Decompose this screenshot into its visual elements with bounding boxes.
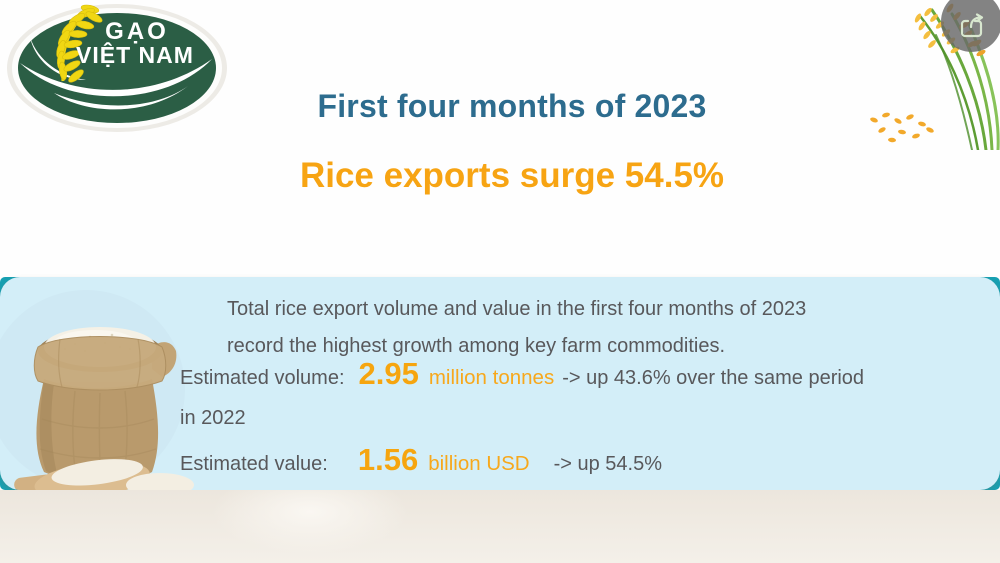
- intro-line-1: Total rice export volume and value in th…: [227, 298, 807, 320]
- logo-word-vietnam: VIỆT NAM: [76, 41, 194, 68]
- estimated-volume-row: Estimated volume: 2.95 million tonnes -> up…: [180, 354, 995, 438]
- loose-grains: [870, 112, 934, 143]
- value-note: -> up 54.5%: [553, 453, 663, 475]
- value-value: 1.56: [357, 442, 419, 477]
- share-icon: [960, 12, 983, 37]
- page-title: First four months of 2023: [317, 88, 707, 124]
- summary-panel-wrap: Total rice export volume and value in th…: [0, 277, 1000, 490]
- value-label: Estimated value:: [180, 453, 328, 475]
- volume-value: 2.95: [358, 356, 419, 391]
- intro-line-2: record the highest growth among key farm…: [227, 335, 725, 357]
- volume-note-line2: in 2022: [180, 407, 246, 429]
- volume-label: Estimated volume:: [180, 367, 345, 389]
- value-unit: billion USD: [428, 452, 530, 475]
- logo-word-gao: GẠO: [105, 18, 169, 45]
- estimated-value-row: Estimated value: 1.56 billion USD -> up 54.…: [180, 443, 662, 481]
- volume-unit: million tonnes: [428, 366, 555, 389]
- wheat-sprig-icon: [56, 4, 103, 83]
- footer-strip: [0, 490, 1000, 563]
- rice-bag-image: [0, 290, 194, 490]
- page-subtitle: Rice exports surge 54.5%: [299, 156, 725, 195]
- summary-panel: Total rice export volume and value in th…: [0, 277, 1000, 490]
- share-button[interactable]: [941, 0, 1000, 52]
- gao-vietnam-logo: GẠO VIỆT NAM: [7, 4, 227, 132]
- intro-paragraph: Total rice export volume and value in th…: [227, 291, 806, 365]
- volume-note: -> up 43.6% over the same period: [562, 367, 865, 389]
- logo-swoosh: [20, 37, 212, 110]
